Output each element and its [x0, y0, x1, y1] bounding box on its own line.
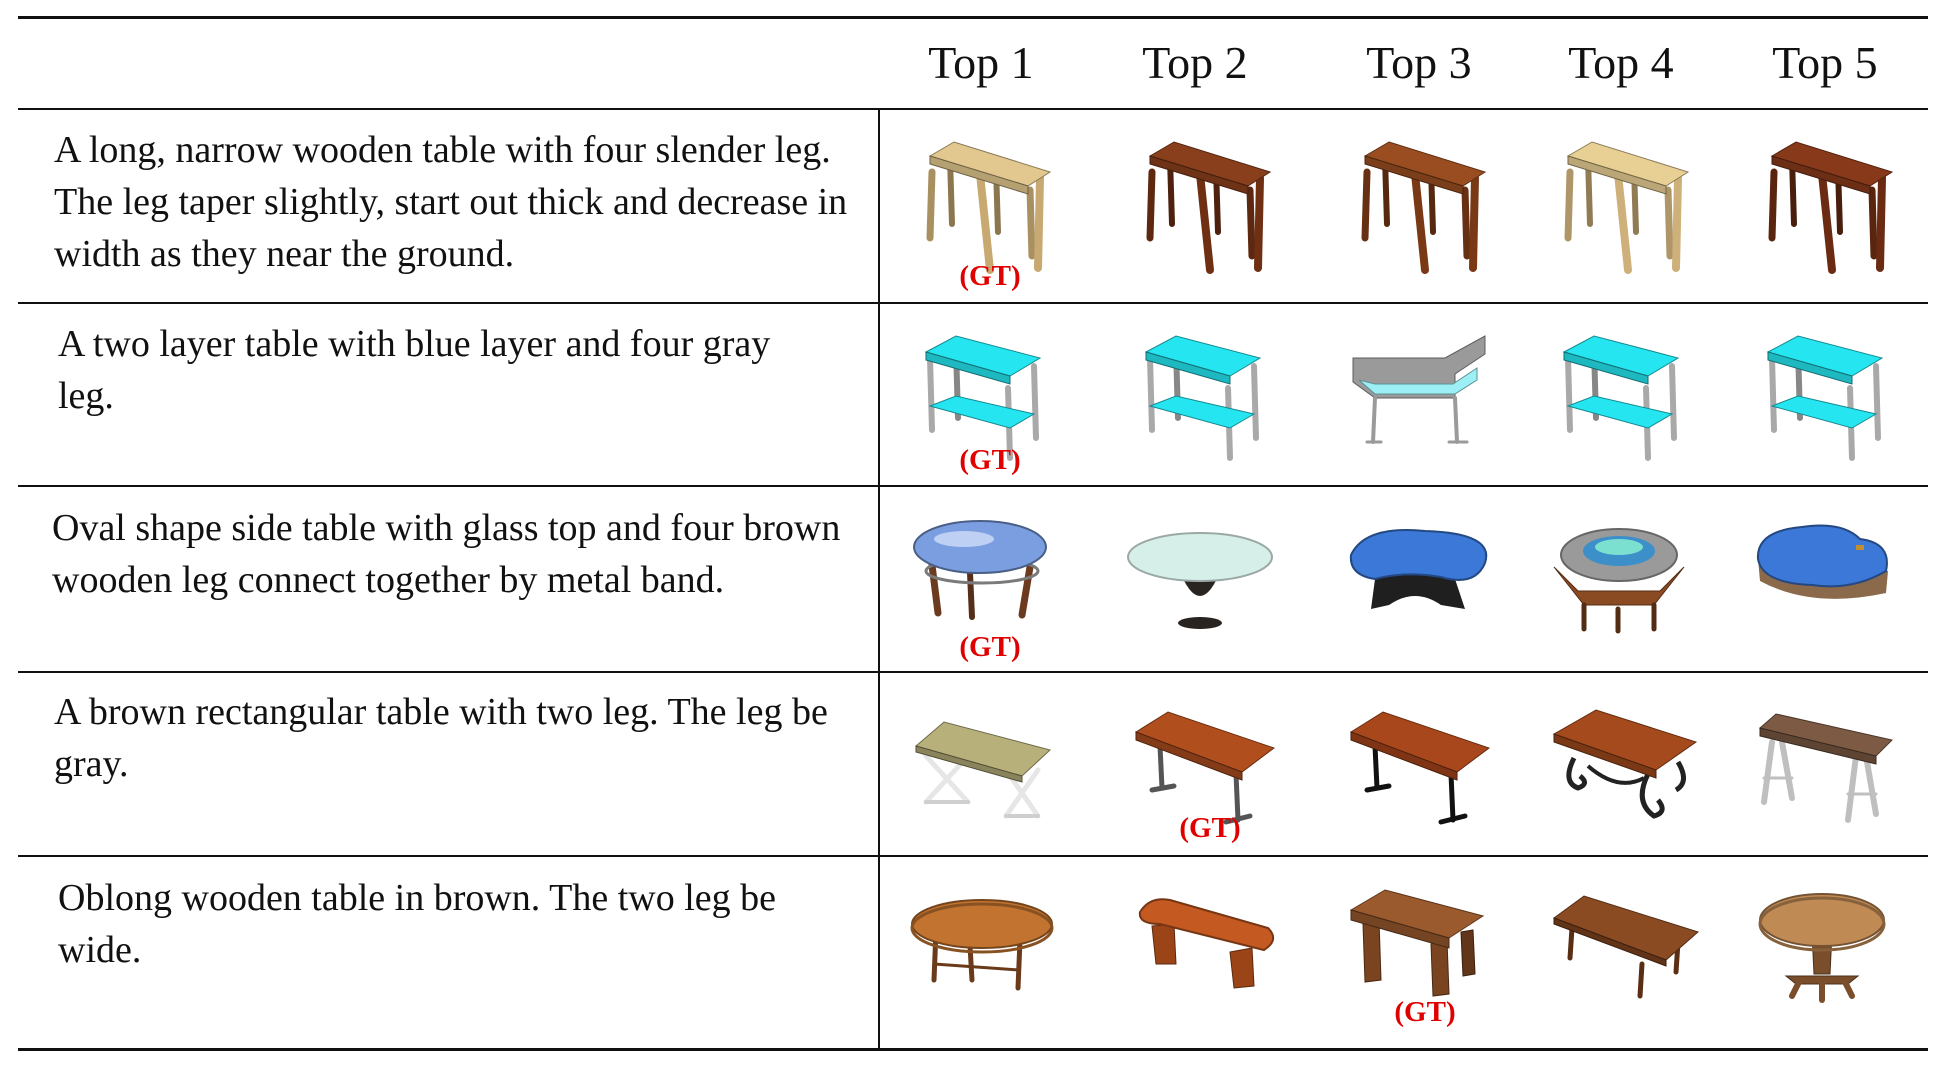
result-thumbnail — [1130, 692, 1290, 854]
header-top-4: Top 4 — [1568, 37, 1674, 88]
table-model-icon — [1768, 141, 1894, 274]
table-model-icon — [914, 721, 1052, 819]
result-thumbnail — [1127, 505, 1290, 673]
result-thumbnail — [1345, 692, 1505, 854]
result-thumbnail — [1130, 318, 1290, 486]
row-caption: A two layer table with blue layer and fo… — [58, 323, 771, 417]
row-caption: Oval shape side table with glass top and… — [52, 507, 841, 601]
ground-truth-label: (GT) — [959, 260, 1021, 292]
row-caption: A long, narrow wooden table with four sl… — [54, 129, 848, 275]
ground-truth-label: (GT) — [959, 631, 1021, 663]
result-thumbnail — [1345, 318, 1505, 486]
row-rule — [18, 485, 1928, 487]
result-thumbnail — [1130, 128, 1290, 302]
header-top-2: Top 2 — [1142, 37, 1248, 88]
table-model-icon — [910, 899, 1054, 991]
header-top-3: Top 3 — [1366, 37, 1472, 88]
result-thumbnail — [1752, 318, 1912, 486]
row-caption: Oblong wooden table in brown. The two le… — [58, 877, 776, 971]
result-thumbnail — [1752, 505, 1912, 673]
table-model-icon — [1349, 711, 1491, 825]
table-model-icon — [1349, 889, 1485, 997]
result-thumbnail — [1345, 876, 1505, 1038]
table-model-icon — [1564, 141, 1690, 274]
table-model-icon — [1134, 711, 1276, 825]
column-divider — [878, 108, 880, 1049]
result-thumbnail — [1345, 128, 1505, 302]
table-model-icon — [1138, 898, 1275, 989]
result-thumbnail — [910, 876, 1070, 1038]
header-top-5: Top 5 — [1772, 37, 1878, 88]
result-thumbnail — [1548, 318, 1708, 486]
result-thumbnail — [1752, 876, 1912, 1038]
result-thumbnail — [1548, 692, 1708, 854]
row-rule — [18, 671, 1928, 673]
table-model-icon — [1361, 141, 1487, 274]
table-model-icon — [1758, 713, 1893, 823]
table-model-icon — [924, 335, 1042, 461]
header-top-1: Top 1 — [928, 37, 1034, 88]
result-thumbnail — [1548, 128, 1708, 302]
result-thumbnail — [910, 128, 1070, 302]
result-thumbnail — [1752, 692, 1912, 854]
result-thumbnail — [910, 318, 1070, 486]
ground-truth-label: (GT) — [1179, 812, 1241, 844]
result-thumbnail — [1752, 128, 1912, 302]
result-thumbnail — [910, 505, 1070, 673]
result-thumbnail — [910, 692, 1070, 854]
table-model-icon — [1349, 529, 1488, 609]
row-caption: A brown rectangular table with two leg. … — [54, 691, 828, 785]
row-rule — [18, 302, 1928, 304]
table-model-icon — [1552, 709, 1698, 819]
result-thumbnail — [1548, 505, 1708, 673]
table-model-icon — [1552, 895, 1699, 999]
row-rule — [18, 855, 1928, 857]
table-model-icon — [913, 520, 1047, 620]
header-rule — [18, 108, 1928, 110]
table-model-icon — [1553, 528, 1685, 634]
top-rule — [18, 16, 1928, 19]
table-model-icon — [1756, 524, 1888, 599]
table-model-icon — [1127, 532, 1273, 629]
table-model-icon — [1766, 335, 1884, 461]
result-thumbnail — [1548, 876, 1708, 1038]
table-model-icon — [1758, 893, 1886, 1003]
table-model-icon — [1352, 335, 1486, 444]
table-model-icon — [1562, 335, 1680, 461]
ground-truth-label: (GT) — [1394, 996, 1456, 1028]
bottom-rule — [18, 1048, 1928, 1051]
result-thumbnail — [1130, 876, 1290, 1038]
table-model-icon — [926, 141, 1052, 274]
result-thumbnail — [1345, 505, 1505, 673]
table-model-icon — [1146, 141, 1272, 274]
ground-truth-label: (GT) — [959, 444, 1021, 476]
table-model-icon — [1144, 335, 1262, 461]
